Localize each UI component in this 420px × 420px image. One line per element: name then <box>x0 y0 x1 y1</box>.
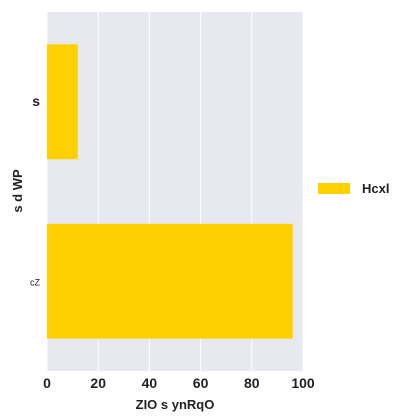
y-tick-label-0: s <box>32 93 40 109</box>
x-tick-label-2: 40 <box>142 375 158 391</box>
x-tick-label-4: 80 <box>244 375 260 391</box>
bar-cZ <box>47 223 293 339</box>
legend: Hcxl <box>318 181 389 196</box>
x-tick-label-5: 100 <box>291 375 315 391</box>
x-axis-label: ZIO s ynRqO <box>136 397 215 412</box>
bar-s <box>47 44 78 160</box>
y-tick-labels: s cZ <box>30 93 41 288</box>
legend-swatch <box>318 183 350 194</box>
legend-label: Hcxl <box>362 181 389 196</box>
y-tick-label-1: cZ <box>30 277 41 287</box>
bars <box>47 44 293 339</box>
x-tick-label-1: 20 <box>90 375 106 391</box>
x-tick-labels: 0 20 40 60 80 100 <box>43 375 315 391</box>
x-tick-label-3: 60 <box>193 375 209 391</box>
x-tick-label-0: 0 <box>43 375 51 391</box>
y-axis-label: s d WP <box>10 169 25 213</box>
